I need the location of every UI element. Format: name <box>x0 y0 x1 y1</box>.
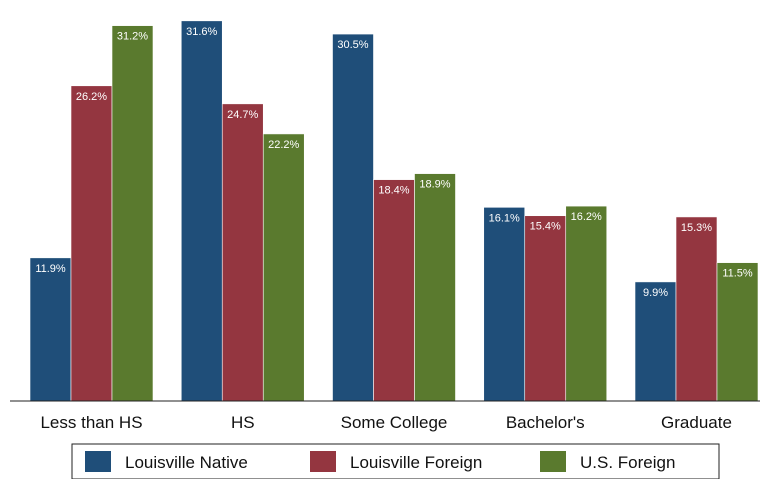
data-label-bachelor-s-u-s-foreign: 16.2% <box>571 211 602 223</box>
legend-label-louisville-foreign[interactable]: Louisville Foreign <box>350 453 482 472</box>
bar-less-than-hs-u-s-foreign <box>112 26 153 401</box>
data-label-less-than-hs-u-s-foreign: 31.2% <box>117 31 148 43</box>
x-tick-labels: Less than HS HS Some College Bachelor's Grad… <box>40 413 731 432</box>
legend[interactable]: Louisville Native Louisville Foreign U.S. … <box>72 444 719 479</box>
data-label-hs-u-s-foreign: 22.2% <box>268 139 299 151</box>
data-label-less-than-hs-louisville-foreign: 26.2% <box>76 91 107 103</box>
data-label-hs-louisville-native: 31.6% <box>186 26 217 38</box>
bar-less-than-hs-louisville-native <box>30 258 71 401</box>
bar-graduate-louisville-native <box>635 282 676 401</box>
bar-less-than-hs-louisville-foreign <box>71 86 112 401</box>
bars-layer <box>30 21 758 401</box>
legend-label-u-s-foreign[interactable]: U.S. Foreign <box>580 453 675 472</box>
bar-some-college-louisville-foreign <box>374 180 415 401</box>
x-tick-hs: HS <box>231 413 255 432</box>
legend-swatch-louisville-foreign[interactable] <box>310 451 336 472</box>
x-tick-less-than-hs: Less than HS <box>40 413 142 432</box>
x-tick-bachelor-s: Bachelor's <box>506 413 585 432</box>
bar-hs-u-s-foreign <box>263 134 304 401</box>
data-label-less-than-hs-louisville-native: 11.9% <box>35 263 66 275</box>
data-label-graduate-u-s-foreign: 11.5% <box>722 268 753 280</box>
legend-swatch-louisville-native[interactable] <box>85 451 111 472</box>
bar-graduate-louisville-foreign <box>676 217 717 401</box>
data-label-hs-louisville-foreign: 24.7% <box>227 109 258 121</box>
bar-hs-louisville-foreign <box>222 104 263 401</box>
legend-label-louisville-native[interactable]: Louisville Native <box>125 453 248 472</box>
data-label-graduate-louisville-foreign: 15.3% <box>681 222 712 234</box>
data-label-some-college-louisville-foreign: 18.4% <box>378 185 409 197</box>
bar-bachelor-s-louisville-foreign <box>525 216 566 401</box>
data-label-graduate-louisville-native: 9.9% <box>643 287 668 299</box>
bar-bachelor-s-u-s-foreign <box>566 206 607 401</box>
bar-some-college-u-s-foreign <box>415 174 456 401</box>
legend-swatch-u-s-foreign[interactable] <box>540 451 566 472</box>
x-tick-some-college: Some College <box>341 413 448 432</box>
bar-bachelor-s-louisville-native <box>484 207 525 401</box>
bar-hs-louisville-native <box>181 21 222 401</box>
data-label-bachelor-s-louisville-foreign: 15.4% <box>530 221 561 233</box>
data-label-some-college-louisville-native: 30.5% <box>337 39 368 51</box>
x-tick-graduate: Graduate <box>661 413 732 432</box>
data-label-bachelor-s-louisville-native: 16.1% <box>489 212 520 224</box>
bar-graduate-u-s-foreign <box>717 263 758 401</box>
bar-some-college-louisville-native <box>333 34 374 401</box>
data-label-some-college-u-s-foreign: 18.9% <box>419 179 450 191</box>
